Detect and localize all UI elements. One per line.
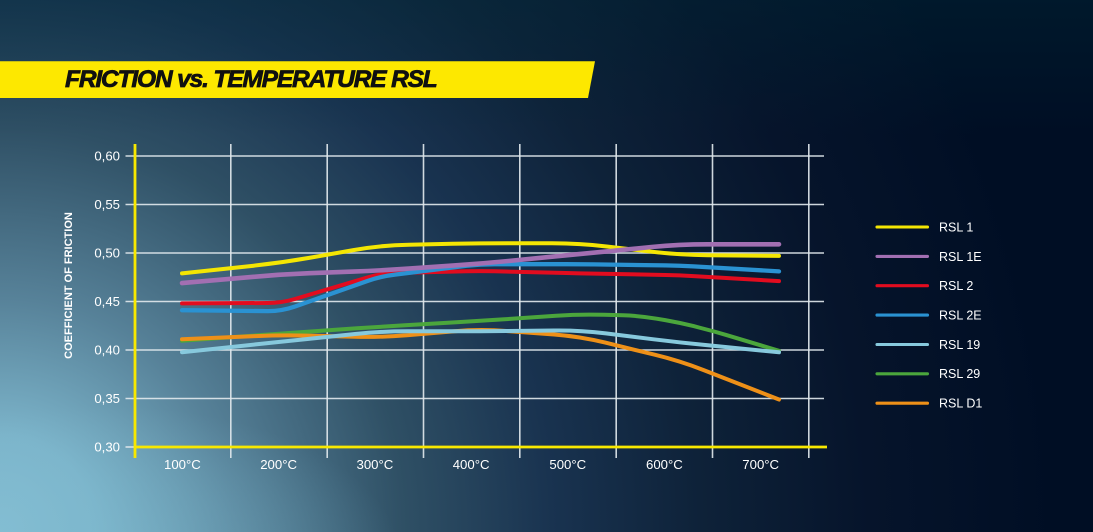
svg-text:0,55: 0,55	[94, 197, 120, 212]
svg-text:RSL 2E: RSL 2E	[939, 309, 982, 323]
svg-text:0,60: 0,60	[94, 149, 120, 164]
svg-text:RSL 1E: RSL 1E	[939, 250, 982, 264]
svg-text:RSL D1: RSL D1	[939, 397, 982, 411]
svg-text:RSL 19: RSL 19	[939, 338, 980, 352]
svg-text:600°C: 600°C	[646, 457, 683, 472]
svg-text:0,35: 0,35	[94, 391, 120, 406]
svg-text:200°C: 200°C	[260, 457, 297, 472]
svg-text:0,40: 0,40	[94, 343, 120, 358]
svg-text:RSL 2: RSL 2	[939, 279, 973, 293]
svg-text:RSL 1: RSL 1	[939, 220, 973, 234]
svg-text:400°C: 400°C	[453, 457, 490, 472]
svg-text:300°C: 300°C	[356, 457, 393, 472]
svg-text:700°C: 700°C	[742, 457, 779, 472]
svg-text:RSL 29: RSL 29	[939, 367, 980, 381]
svg-text:0,50: 0,50	[94, 246, 120, 261]
svg-text:500°C: 500°C	[549, 457, 586, 472]
svg-text:COEFFICIENT OF FRICTION: COEFFICIENT OF FRICTION	[63, 212, 75, 359]
svg-text:0,45: 0,45	[94, 294, 120, 309]
svg-text:100°C: 100°C	[164, 457, 201, 472]
svg-text:FRICTION vs. TEMPERATURE RSL: FRICTION vs. TEMPERATURE RSL	[65, 66, 437, 93]
svg-text:0,30: 0,30	[94, 440, 120, 455]
